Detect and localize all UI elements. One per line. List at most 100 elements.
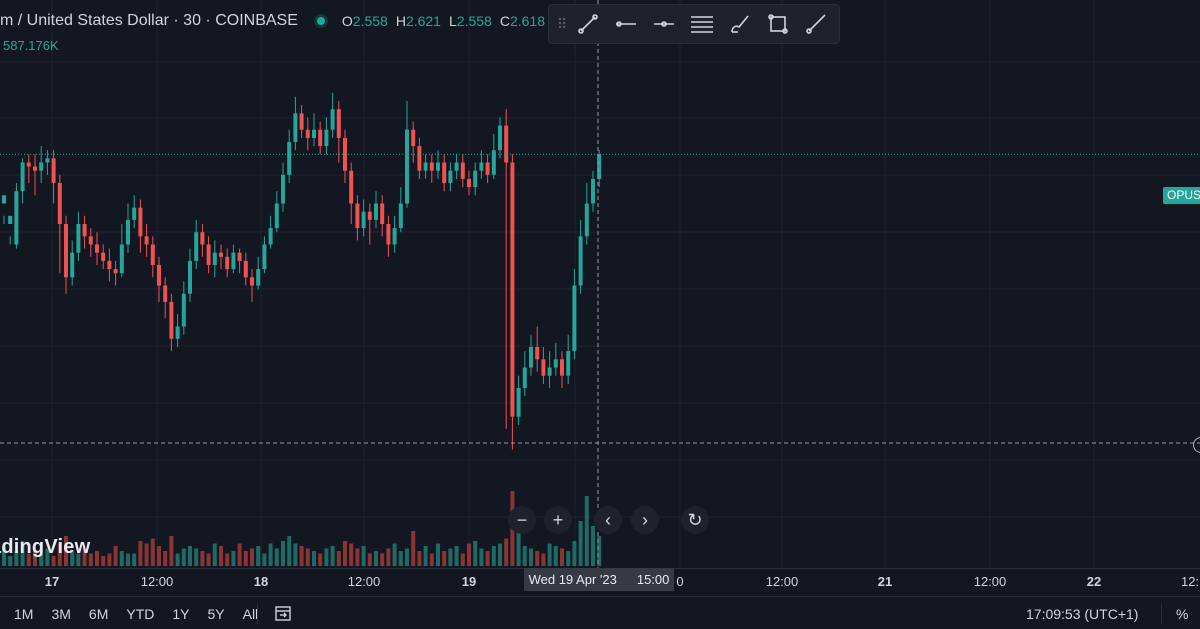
trend-line-icon[interactable] [569,7,607,41]
candle-body [473,170,478,188]
volume-bar [572,541,577,566]
horizontal-ray-icon[interactable] [645,7,683,41]
candle-body [547,367,552,376]
symbol-title[interactable]: m / United States Dollar · 30 · COINBASE [0,12,298,29]
candle-body [318,129,323,147]
candle-body [367,211,372,220]
candle-body [33,166,37,171]
zoom-out-button[interactable]: − [508,506,536,534]
rectangle-icon[interactable] [759,7,797,41]
volume-bar [597,536,602,566]
scroll-right-button[interactable]: › [631,506,659,534]
candle-body [584,203,589,237]
volume-bar [553,546,558,566]
volume-bar [516,531,521,566]
volume-bar [467,543,471,566]
x-tick-label: 12:00 [765,574,799,589]
scroll-left-button[interactable]: ‹ [594,506,622,534]
candle-body [305,129,310,138]
drag-handle-icon[interactable]: ⠿ [556,15,567,32]
volume-bar [144,543,149,566]
high-key: H [395,13,406,29]
range-ytd-button[interactable]: YTD [126,606,155,622]
volume-bar [8,556,13,566]
volume-bar [560,548,564,566]
clock-timezone[interactable]: 17:09:53 (UTC+1) [1026,606,1139,622]
fib-retracement-icon[interactable] [683,7,721,41]
candle-body [553,359,558,368]
zoom-in-button[interactable]: + [544,506,572,534]
candle-body [138,207,143,237]
open-key: O [341,13,353,29]
crosshair-time-label: Wed 19 Apr '23 15:00 [524,568,674,591]
candle-body [268,228,273,245]
candle-body [256,269,261,286]
candle-body [200,232,205,245]
volume-bar [14,551,19,566]
volume-bar [231,551,236,566]
range-5y-button[interactable]: 5Y [207,606,225,622]
volume-bar [504,538,509,566]
volume-bar [206,553,211,566]
candle-body [336,109,341,138]
volume-bar [219,546,223,566]
x-tick-label: 0 [676,574,684,589]
bottom-bar [0,596,1200,629]
volume-bar [126,553,130,566]
candle-body [398,203,403,229]
volume-bar [237,543,242,566]
candle-body [485,162,490,175]
candle-body [330,109,335,130]
candle-body [374,203,378,220]
go-to-date-icon[interactable] [274,604,292,622]
reset-chart-button[interactable]: ↻ [681,506,709,534]
brush-icon[interactable] [721,7,759,41]
chart-header: m / United States Dollar · 30 · COINBASE… [0,10,545,32]
candle-body [442,162,447,183]
range-all-button[interactable]: All [242,606,259,622]
volume-bar [578,521,583,566]
range-3m-button[interactable]: 3M [51,606,71,622]
volume-bar [76,553,81,566]
percent-toggle[interactable]: % [1176,606,1189,622]
volume-bar [157,546,161,566]
x-tick-label: 19 [461,574,477,589]
crosshair-time: 15:00 [636,572,670,587]
candle-body [392,228,397,245]
candle-body [88,236,93,245]
volume-bar [374,551,378,566]
candle-body [157,265,161,286]
ohlc-values: O2.558 H2.621 L2.558 C2.618 [342,13,545,29]
candle-body [101,252,106,261]
range-1y-button[interactable]: 1Y [172,606,190,622]
volume-bar [491,546,496,566]
range-selector: 1M 3M 6M YTD 1Y 5Y All [14,606,258,622]
close-value: 2.618 [509,13,545,29]
low-value: 2.558 [456,13,492,29]
volume-bar [262,553,267,566]
ray-icon[interactable] [797,7,835,41]
candle-body [386,224,391,245]
volume-bar [448,548,453,566]
volume-bar [181,548,186,566]
volume-bar [566,551,571,566]
horizontal-line-icon[interactable] [607,7,645,41]
candle-body [380,203,385,224]
range-1m-button[interactable]: 1M [14,606,34,622]
volume-bar [225,553,230,566]
volume-bar [243,551,248,566]
volume-bar [386,548,391,566]
candle-body [405,129,409,204]
volume-bar [454,546,459,566]
volume-bar [522,546,527,566]
volume-bar [113,546,118,566]
price-chart[interactable] [0,0,1200,568]
candle-body [181,293,186,327]
candle-body [535,347,540,360]
volume-bar [330,546,335,566]
divider [1161,604,1162,624]
candle-body [76,224,81,253]
candle-body [107,260,112,270]
candle-body [578,236,583,286]
range-6m-button[interactable]: 6M [88,606,109,622]
